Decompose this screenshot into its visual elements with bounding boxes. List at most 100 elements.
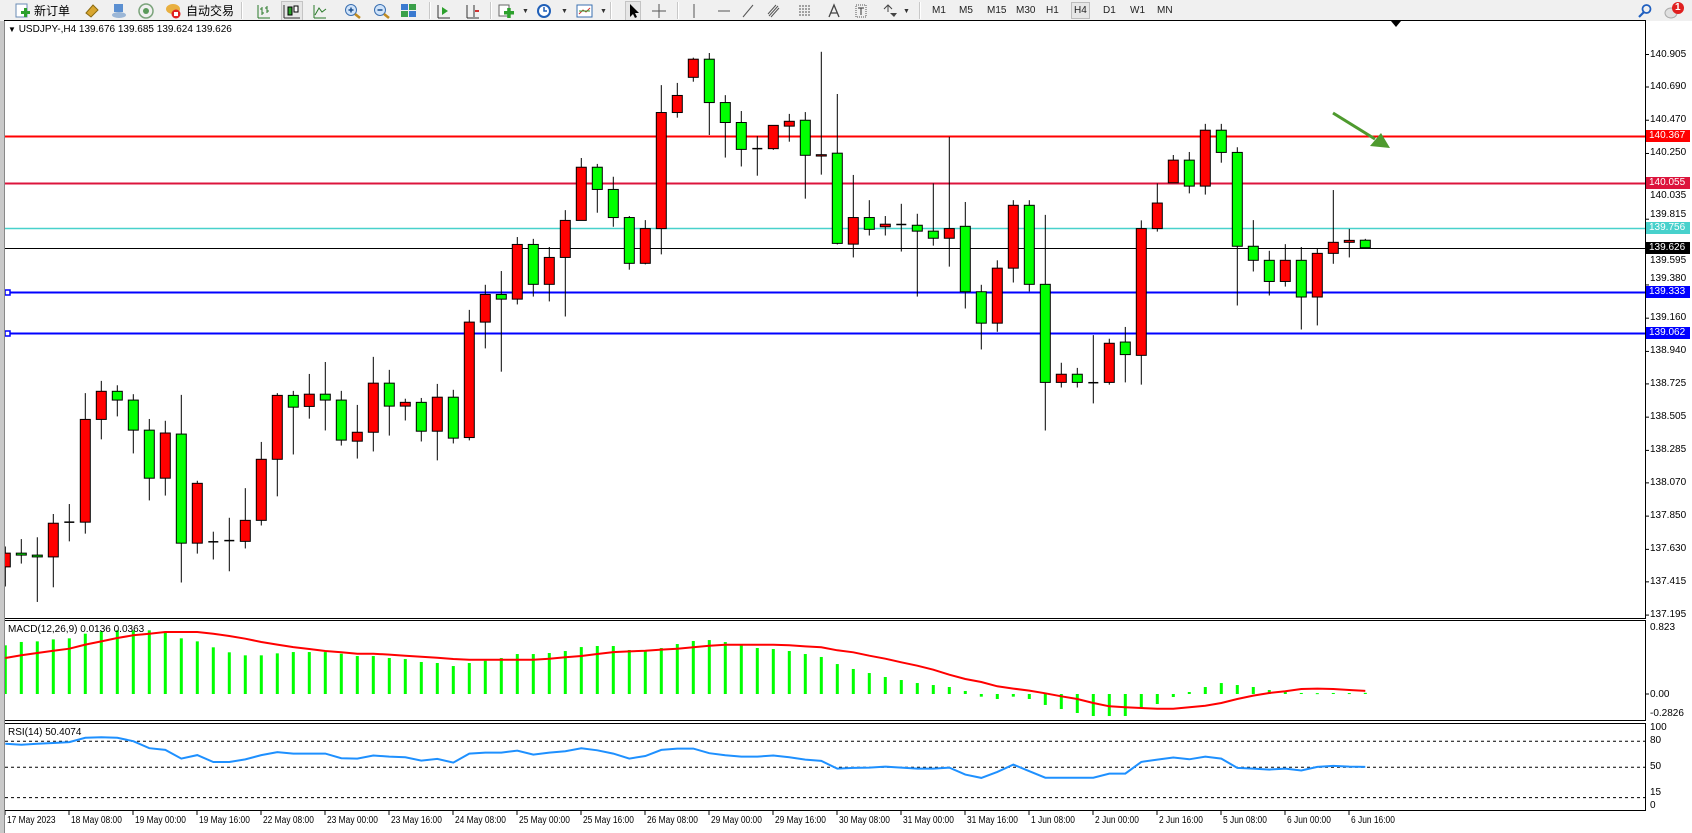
timeframe-w1-button[interactable]: W1 xyxy=(1130,5,1145,16)
timeframe-m5-button[interactable]: M5 xyxy=(959,5,973,16)
timeframe-m1-button[interactable]: M1 xyxy=(932,5,946,16)
cursor-icon xyxy=(630,4,639,18)
macd-histogram-bar xyxy=(499,658,503,694)
chevron-down-icon[interactable]: ▼ xyxy=(600,8,607,15)
timeframe-m30-button[interactable]: M30 xyxy=(1016,5,1036,16)
candle xyxy=(1311,248,1323,326)
auto-scroll-button[interactable] xyxy=(436,2,452,19)
candle xyxy=(1279,244,1291,287)
candle-body-bear xyxy=(383,382,395,407)
time-axis-label: 1 Jun 08:00 xyxy=(1031,815,1075,826)
arrows-icon xyxy=(883,3,897,17)
macd-histogram-bar xyxy=(723,642,727,694)
candle xyxy=(319,361,331,431)
candle-body-bull xyxy=(351,431,363,442)
time-axis-label: 30 May 08:00 xyxy=(839,815,890,826)
metaeditor-button[interactable] xyxy=(84,2,100,19)
timeframe-h4-button[interactable]: H4 xyxy=(1071,2,1090,19)
crosshair-button[interactable] xyxy=(652,2,666,19)
chevron-down-icon[interactable]: ▼ xyxy=(903,8,910,15)
candle xyxy=(335,390,347,446)
vertical-line-button[interactable] xyxy=(689,2,699,19)
channel-button[interactable] xyxy=(767,2,781,19)
candle xyxy=(511,237,523,305)
line-handle[interactable] xyxy=(5,330,11,337)
macd-histogram-bar xyxy=(195,641,199,694)
bar-chart-button[interactable] xyxy=(256,2,272,19)
text-label-button[interactable] xyxy=(855,2,867,19)
indicators-icon xyxy=(498,4,514,18)
chevron-down-icon[interactable]: ▼ xyxy=(522,8,529,15)
candle-body-bull xyxy=(559,219,571,258)
trendline-icon xyxy=(742,4,754,17)
macd-histogram-bar xyxy=(35,641,39,694)
macd-histogram-bar xyxy=(531,654,535,694)
candle xyxy=(911,213,923,297)
tile-windows-button[interactable] xyxy=(400,2,417,19)
new-order-button[interactable]: 新订单 xyxy=(14,2,70,19)
macd-histogram-bar xyxy=(755,648,759,694)
cursor-button[interactable] xyxy=(625,1,641,21)
rsi-axis-label: 80 xyxy=(1650,735,1662,746)
candle xyxy=(447,389,459,444)
arrows-button[interactable] xyxy=(882,2,898,19)
time-axis-label: 6 Jun 16:00 xyxy=(1351,815,1395,826)
rsi-axis-label: 15 xyxy=(1650,787,1662,798)
candle-body-bull xyxy=(1343,239,1355,243)
macd-histogram-bar xyxy=(1363,692,1367,694)
chart-shift-button[interactable] xyxy=(465,2,481,19)
indicators-button[interactable] xyxy=(497,2,515,19)
price-axis-label: 138.725 xyxy=(1650,378,1687,389)
price-tag-139-333: 139.333 xyxy=(1646,286,1690,298)
chevron-down-icon[interactable]: ▼ xyxy=(561,8,568,15)
periods-button[interactable] xyxy=(536,2,552,19)
trend-arrow-shaft[interactable] xyxy=(1332,111,1376,141)
candle-body-bull xyxy=(255,458,267,521)
price-axis-label: 137.195 xyxy=(1650,609,1687,620)
macd-histogram-bar xyxy=(835,664,839,694)
fibonacci-button[interactable] xyxy=(798,2,812,19)
zoom-out-button[interactable] xyxy=(373,2,391,19)
toolbar-divider xyxy=(677,2,679,19)
trend-arrow-head[interactable] xyxy=(1370,133,1390,148)
candle xyxy=(79,393,91,534)
timeframe-m15-button[interactable]: M15 xyxy=(987,5,1007,16)
macd-histogram-bar xyxy=(419,661,423,694)
signals-button[interactable] xyxy=(138,2,154,19)
timeframe-mn-button[interactable]: MN xyxy=(1157,5,1173,16)
bar-chart-icon xyxy=(257,4,270,18)
templates-button[interactable] xyxy=(576,2,593,19)
candle xyxy=(527,238,539,297)
search-button[interactable] xyxy=(1637,2,1653,19)
candle xyxy=(655,85,667,255)
candle xyxy=(431,383,443,461)
auto-trading-button[interactable]: 自动交易 xyxy=(165,2,234,19)
candle-body-bull xyxy=(1279,259,1291,282)
notification-button[interactable]: 1 xyxy=(1663,1,1685,19)
text-button[interactable] xyxy=(828,2,840,19)
candle xyxy=(943,136,955,267)
timeframe-d1-button[interactable]: D1 xyxy=(1103,5,1116,16)
macd-histogram-bar xyxy=(1011,694,1015,697)
collapse-triangle-icon[interactable]: ▼ xyxy=(8,25,16,34)
horizontal-line-button[interactable] xyxy=(717,2,731,19)
candle-body-bear xyxy=(975,291,987,324)
macd-histogram-bar xyxy=(787,651,791,694)
line-handle[interactable] xyxy=(5,289,11,296)
candle xyxy=(703,52,715,136)
macd-histogram-bar xyxy=(707,640,711,694)
chart-shift-marker[interactable] xyxy=(1391,21,1401,27)
timeframe-h1-button[interactable]: H1 xyxy=(1046,5,1059,16)
macd-histogram-bar xyxy=(1075,694,1079,713)
new-order-icon xyxy=(15,3,30,17)
trendline-button[interactable] xyxy=(741,2,755,19)
candlestick-icon xyxy=(283,5,300,19)
market-watch-button[interactable] xyxy=(111,2,127,19)
macd-histogram-bar xyxy=(1251,687,1255,694)
candle-body-bull xyxy=(271,394,283,460)
macd-histogram-bar xyxy=(691,641,695,694)
candle-body-bear xyxy=(15,552,27,556)
line-chart-button[interactable] xyxy=(312,2,328,19)
zoom-in-button[interactable] xyxy=(344,2,362,19)
